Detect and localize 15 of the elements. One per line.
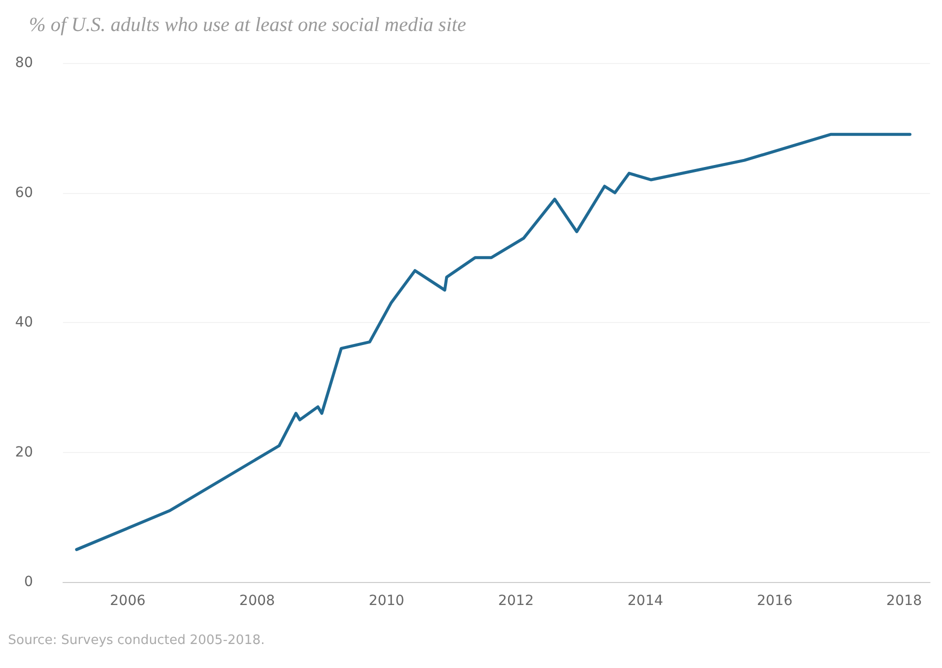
y-tick-label: 80: [15, 55, 33, 71]
y-tick-label: 0: [24, 574, 33, 590]
y-tick-label: 20: [15, 444, 33, 460]
y-tick-label: 60: [15, 184, 33, 201]
line-series: [75, 132, 912, 552]
x-tick-label: 2014: [627, 593, 664, 609]
y-tick-label: 40: [15, 314, 33, 330]
x-tick-label: 2018: [886, 593, 922, 609]
x-tick-label: 2012: [498, 593, 534, 609]
x-tick-label: 2008: [239, 593, 275, 609]
x-tick-label: 2016: [756, 593, 793, 609]
x-tick-label: 2010: [368, 593, 404, 609]
source-note: Source: Surveys conducted 2005-2018.: [8, 633, 265, 648]
chart-title: % of U.S. adults who use at least one social media site: [29, 14, 466, 36]
x-tick-label: 2006: [110, 593, 146, 609]
